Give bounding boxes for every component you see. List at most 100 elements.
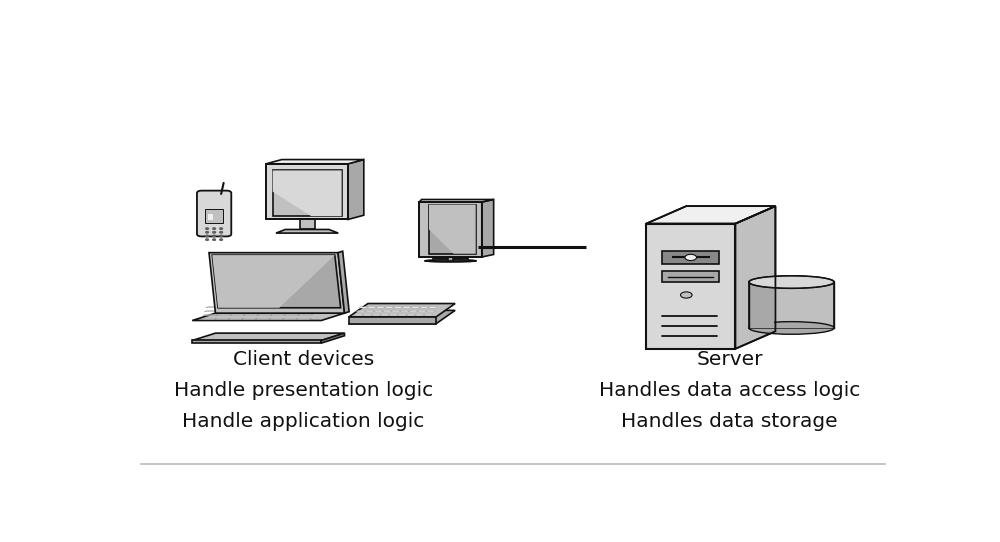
Circle shape — [685, 254, 697, 261]
Text: Handle presentation logic: Handle presentation logic — [174, 381, 433, 400]
Polygon shape — [273, 171, 342, 216]
Polygon shape — [389, 314, 398, 315]
Polygon shape — [417, 311, 427, 312]
Polygon shape — [419, 199, 494, 202]
Polygon shape — [365, 311, 374, 312]
Ellipse shape — [749, 276, 834, 288]
Polygon shape — [272, 311, 287, 312]
Polygon shape — [349, 317, 436, 324]
Polygon shape — [300, 220, 315, 229]
Text: Client devices: Client devices — [233, 350, 374, 369]
Polygon shape — [192, 313, 344, 320]
Polygon shape — [266, 159, 364, 164]
Polygon shape — [338, 251, 349, 313]
Polygon shape — [257, 314, 272, 315]
Polygon shape — [382, 311, 392, 312]
Polygon shape — [204, 311, 220, 312]
Circle shape — [220, 231, 223, 233]
Polygon shape — [371, 314, 381, 315]
Polygon shape — [245, 311, 260, 312]
Polygon shape — [356, 311, 366, 312]
Polygon shape — [231, 311, 247, 312]
Polygon shape — [270, 314, 286, 315]
Circle shape — [220, 235, 223, 237]
Polygon shape — [258, 311, 274, 312]
Polygon shape — [393, 307, 403, 308]
Polygon shape — [349, 304, 455, 317]
Text: Handles data access logic: Handles data access logic — [599, 381, 860, 400]
Polygon shape — [299, 311, 314, 312]
Circle shape — [213, 228, 216, 229]
Polygon shape — [391, 311, 400, 312]
Polygon shape — [662, 271, 719, 282]
Polygon shape — [374, 311, 383, 312]
Circle shape — [213, 239, 216, 240]
Circle shape — [220, 228, 223, 229]
Polygon shape — [348, 159, 364, 220]
Polygon shape — [419, 202, 482, 257]
Polygon shape — [400, 311, 409, 312]
Polygon shape — [646, 206, 775, 224]
Polygon shape — [380, 314, 389, 315]
Polygon shape — [216, 314, 232, 315]
Polygon shape — [349, 311, 455, 324]
Polygon shape — [662, 251, 719, 264]
Polygon shape — [402, 307, 411, 308]
Polygon shape — [276, 229, 338, 233]
Polygon shape — [420, 307, 429, 308]
Circle shape — [213, 235, 216, 237]
Polygon shape — [433, 258, 468, 261]
Circle shape — [213, 231, 216, 233]
Polygon shape — [285, 311, 301, 312]
Circle shape — [681, 292, 692, 298]
Polygon shape — [243, 314, 259, 315]
Polygon shape — [209, 253, 344, 313]
Polygon shape — [192, 340, 321, 343]
Polygon shape — [230, 314, 245, 315]
Text: Handle application logic: Handle application logic — [182, 412, 424, 431]
Polygon shape — [411, 307, 420, 308]
Polygon shape — [367, 307, 377, 308]
Circle shape — [206, 239, 208, 240]
Polygon shape — [406, 314, 416, 315]
Polygon shape — [358, 307, 368, 308]
Polygon shape — [735, 206, 775, 349]
Polygon shape — [448, 257, 453, 261]
Ellipse shape — [433, 257, 468, 259]
Polygon shape — [415, 314, 424, 315]
Polygon shape — [385, 307, 394, 308]
Polygon shape — [749, 282, 774, 328]
Polygon shape — [482, 199, 494, 257]
Polygon shape — [203, 314, 218, 315]
Polygon shape — [749, 282, 834, 328]
Circle shape — [206, 228, 208, 229]
Polygon shape — [429, 205, 476, 254]
Ellipse shape — [749, 321, 834, 334]
FancyBboxPatch shape — [205, 209, 223, 223]
Polygon shape — [284, 314, 299, 315]
Polygon shape — [273, 171, 342, 216]
Polygon shape — [398, 314, 407, 315]
Text: Handles data storage: Handles data storage — [621, 412, 838, 431]
Polygon shape — [426, 311, 435, 312]
Polygon shape — [376, 307, 385, 308]
Circle shape — [206, 235, 208, 237]
Polygon shape — [212, 255, 335, 308]
Polygon shape — [428, 307, 438, 308]
Polygon shape — [192, 333, 344, 340]
Polygon shape — [363, 314, 372, 315]
Polygon shape — [429, 205, 476, 254]
Polygon shape — [212, 255, 341, 308]
Polygon shape — [646, 224, 735, 349]
Circle shape — [206, 231, 208, 233]
Bar — [208, 214, 213, 221]
FancyBboxPatch shape — [197, 191, 231, 236]
Polygon shape — [298, 314, 313, 315]
Text: Server: Server — [696, 350, 763, 369]
Polygon shape — [218, 311, 233, 312]
Circle shape — [220, 239, 223, 240]
Polygon shape — [424, 314, 433, 315]
Polygon shape — [266, 164, 348, 220]
Polygon shape — [321, 333, 344, 343]
Ellipse shape — [425, 260, 476, 262]
